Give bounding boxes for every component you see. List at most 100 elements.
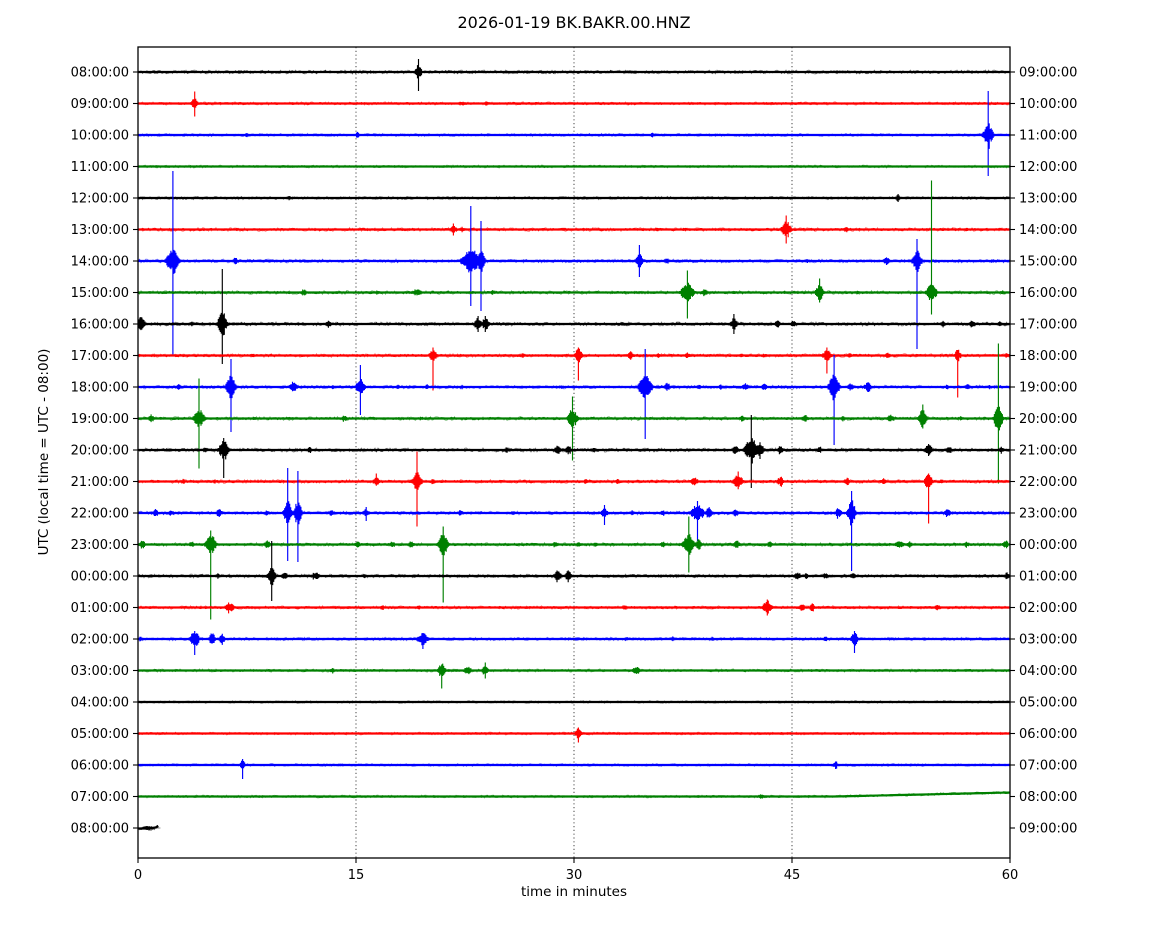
seismic-event bbox=[820, 636, 830, 642]
seismic-event bbox=[841, 477, 853, 486]
y-tick-label-left: 19:00:00 bbox=[71, 412, 129, 427]
seismic-event bbox=[621, 291, 629, 294]
seismic-event bbox=[506, 196, 514, 200]
seismic-event bbox=[620, 605, 630, 610]
y-tick-label-right: 19:00:00 bbox=[1019, 381, 1077, 396]
seismic-event bbox=[481, 101, 493, 106]
seismic-event bbox=[699, 289, 711, 297]
seismic-event bbox=[962, 732, 970, 735]
seismic-event bbox=[853, 290, 861, 295]
seismic-event bbox=[435, 663, 449, 689]
seismic-event bbox=[1000, 540, 1010, 549]
y-tick-label-right: 14:00:00 bbox=[1019, 223, 1077, 238]
seismic-event bbox=[764, 541, 776, 548]
seismic-event bbox=[618, 322, 626, 326]
trace-noise bbox=[137, 762, 1010, 768]
seismic-event bbox=[966, 320, 978, 328]
trace-noise bbox=[137, 101, 1010, 106]
trace-row bbox=[137, 349, 1010, 445]
seismic-event bbox=[943, 384, 952, 390]
seismic-event bbox=[772, 320, 783, 328]
y-tick-label-right: 09:00:00 bbox=[1019, 822, 1077, 837]
trace-noise bbox=[137, 101, 1010, 106]
seismic-event bbox=[298, 289, 310, 296]
seismic-event bbox=[479, 662, 491, 679]
seismic-event bbox=[910, 239, 924, 349]
seismic-event bbox=[562, 446, 574, 455]
seismic-event bbox=[229, 257, 241, 265]
y-tick-label-left: 08:00:00 bbox=[71, 822, 129, 837]
seismic-event bbox=[989, 102, 1002, 105]
seismic-event bbox=[931, 605, 943, 611]
y-tick-label-left: 00:00:00 bbox=[71, 570, 129, 585]
y-tick-label-left: 03:00:00 bbox=[71, 664, 129, 679]
seismic-event bbox=[676, 270, 698, 319]
seismic-event bbox=[788, 321, 799, 327]
trace-noise bbox=[137, 195, 1010, 201]
seismic-event bbox=[628, 510, 636, 516]
seismic-event bbox=[138, 826, 161, 830]
seismic-event bbox=[549, 542, 561, 548]
seismic-event bbox=[957, 416, 965, 421]
x-axis-label: time in minutes bbox=[520, 884, 628, 900]
seismic-event bbox=[622, 637, 630, 641]
seismic-event bbox=[774, 476, 786, 487]
seismic-event bbox=[730, 291, 738, 294]
trace-noise bbox=[137, 636, 1010, 642]
y-tick-label-left: 06:00:00 bbox=[71, 759, 129, 774]
seismic-event bbox=[652, 227, 662, 232]
seismic-event bbox=[991, 343, 1005, 484]
seismic-event bbox=[802, 573, 811, 579]
trace-noise bbox=[137, 478, 1010, 485]
x-tick-label: 0 bbox=[134, 868, 142, 883]
trace-row bbox=[137, 415, 1010, 488]
seismic-event bbox=[661, 382, 673, 391]
seismic-event bbox=[458, 226, 466, 233]
seismic-event bbox=[999, 290, 1007, 295]
seismic-event bbox=[598, 505, 611, 525]
seismic-event bbox=[187, 631, 203, 655]
seismic-event bbox=[760, 353, 768, 357]
seismic-event bbox=[960, 541, 972, 548]
y-tick-label-right: 08:00:00 bbox=[1019, 790, 1077, 805]
x-tick-label: 15 bbox=[348, 868, 365, 883]
seismic-event bbox=[453, 101, 471, 106]
y-tick-label-right: 17:00:00 bbox=[1019, 318, 1077, 333]
seismic-event bbox=[149, 509, 161, 516]
trace-row bbox=[137, 269, 1010, 364]
seismic-event bbox=[646, 132, 659, 138]
seismic-event bbox=[243, 133, 251, 138]
trace-row bbox=[137, 516, 1010, 620]
seismic-event bbox=[338, 415, 350, 422]
seismic-event bbox=[327, 668, 339, 674]
seismic-event bbox=[215, 269, 229, 364]
y-tick-label-right: 16:00:00 bbox=[1019, 286, 1077, 301]
seismic-event bbox=[188, 321, 196, 327]
seismic-event bbox=[717, 384, 725, 390]
seismic-event bbox=[737, 353, 745, 358]
trace-noise bbox=[137, 604, 1010, 611]
seismic-event bbox=[802, 259, 811, 263]
seismic-event bbox=[279, 572, 291, 579]
seismic-event bbox=[291, 471, 305, 562]
seismic-event bbox=[758, 383, 770, 390]
seismic-event bbox=[261, 540, 273, 548]
seismic-event bbox=[213, 573, 223, 579]
trace-row bbox=[137, 347, 1010, 398]
seismic-event bbox=[774, 446, 786, 455]
seismic-event bbox=[658, 510, 668, 516]
seismic-event bbox=[518, 353, 528, 358]
seismic-event bbox=[695, 384, 703, 390]
seismic-event bbox=[831, 761, 841, 769]
seismic-event bbox=[571, 347, 585, 381]
seismic-event bbox=[729, 509, 741, 517]
seismic-event bbox=[952, 349, 964, 398]
seismic-event bbox=[1003, 353, 1010, 358]
seismic-event bbox=[905, 541, 915, 548]
seismic-event bbox=[423, 384, 431, 389]
y-tick-label-left: 23:00:00 bbox=[71, 538, 129, 553]
seismic-event bbox=[799, 415, 811, 422]
trace-row bbox=[137, 171, 1010, 356]
seismic-event bbox=[891, 541, 908, 548]
seismic-event bbox=[414, 633, 432, 649]
